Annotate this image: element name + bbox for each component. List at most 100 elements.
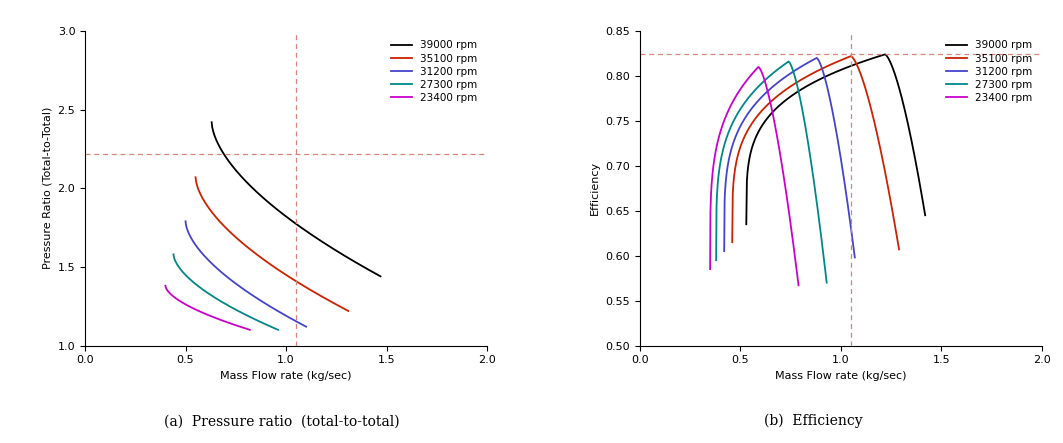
Y-axis label: Pressure Ratio (Total-to-Total): Pressure Ratio (Total-to-Total)	[43, 107, 52, 269]
39000 rpm	[374, 274, 387, 279]
23400 rpm	[704, 267, 716, 272]
31200 rpm	[837, 170, 849, 175]
23400 rpm	[231, 323, 243, 328]
Line: 39000 rpm: 39000 rpm	[746, 54, 925, 224]
39000 rpm	[879, 52, 892, 57]
27300 rpm	[810, 199, 823, 205]
35100 rpm	[281, 272, 293, 278]
31200 rpm	[251, 295, 264, 301]
31200 rpm	[300, 324, 313, 329]
35100 rpm	[318, 295, 331, 300]
35100 rpm	[280, 272, 292, 277]
Line: 31200 rpm: 31200 rpm	[186, 222, 306, 326]
35100 rpm	[828, 60, 841, 66]
35100 rpm	[327, 301, 340, 306]
31200 rpm	[848, 255, 861, 260]
Line: 27300 rpm: 27300 rpm	[173, 254, 279, 330]
35100 rpm	[189, 179, 202, 184]
Y-axis label: Efficiency: Efficiency	[590, 161, 600, 215]
23400 rpm	[792, 283, 805, 288]
Line: 35100 rpm: 35100 rpm	[196, 177, 349, 311]
27300 rpm	[167, 252, 180, 257]
39000 rpm	[891, 80, 904, 85]
23400 rpm	[209, 315, 222, 321]
27300 rpm	[804, 150, 816, 155]
31200 rpm	[718, 249, 730, 254]
Line: 35100 rpm: 35100 rpm	[732, 56, 899, 249]
35100 rpm	[342, 308, 355, 314]
Text: (b)  Efficiency: (b) Efficiency	[764, 414, 862, 428]
Line: 39000 rpm: 39000 rpm	[212, 122, 381, 276]
35100 rpm	[845, 54, 858, 59]
23400 rpm	[752, 64, 764, 70]
23400 rpm	[784, 221, 797, 226]
39000 rpm	[849, 62, 862, 67]
23400 rpm	[778, 182, 791, 187]
39000 rpm	[741, 178, 754, 183]
39000 rpm	[348, 259, 360, 264]
27300 rpm	[710, 257, 723, 263]
31200 rpm	[810, 55, 823, 61]
X-axis label: Mass Flow rate (kg/sec): Mass Flow rate (kg/sec)	[775, 371, 907, 381]
31200 rpm	[180, 222, 192, 227]
31200 rpm	[719, 198, 731, 203]
35100 rpm	[825, 62, 838, 67]
Line: 31200 rpm: 31200 rpm	[724, 58, 855, 257]
35100 rpm	[726, 191, 739, 196]
39000 rpm	[358, 265, 371, 270]
Line: 23400 rpm: 23400 rpm	[710, 67, 798, 285]
23400 rpm	[243, 327, 256, 332]
35100 rpm	[283, 274, 296, 280]
31200 rpm	[797, 62, 810, 67]
23400 rpm	[209, 315, 222, 321]
39000 rpm	[205, 120, 218, 125]
35100 rpm	[893, 247, 906, 252]
31200 rpm	[253, 297, 266, 303]
31200 rpm	[795, 64, 808, 69]
39000 rpm	[846, 63, 859, 68]
Legend: 39000 rpm, 35100 rpm, 31200 rpm, 27300 rpm, 23400 rpm: 39000 rpm, 35100 rpm, 31200 rpm, 27300 r…	[942, 36, 1036, 107]
35100 rpm	[726, 240, 739, 245]
31200 rpm	[828, 120, 841, 126]
35100 rpm	[189, 175, 202, 180]
27300 rpm	[231, 308, 243, 313]
35100 rpm	[825, 62, 838, 67]
39000 rpm	[902, 126, 915, 132]
23400 rpm	[757, 72, 770, 78]
27300 rpm	[782, 59, 795, 64]
39000 rpm	[740, 222, 753, 227]
31200 rpm	[180, 219, 192, 224]
23400 rpm	[159, 284, 172, 290]
23400 rpm	[159, 283, 172, 288]
27300 rpm	[229, 307, 241, 312]
27300 rpm	[255, 320, 268, 325]
31200 rpm	[288, 318, 301, 323]
27300 rpm	[261, 323, 274, 328]
23400 rpm	[236, 325, 249, 330]
23400 rpm	[704, 210, 716, 215]
31200 rpm	[281, 314, 293, 319]
27300 rpm	[230, 307, 242, 312]
23400 rpm	[757, 73, 770, 78]
39000 rpm	[206, 124, 219, 130]
27300 rpm	[710, 204, 723, 210]
23400 rpm	[210, 316, 223, 321]
23400 rpm	[758, 78, 771, 83]
39000 rpm	[308, 234, 321, 240]
39000 rpm	[846, 62, 859, 68]
27300 rpm	[168, 254, 181, 260]
35100 rpm	[867, 115, 880, 120]
39000 rpm	[306, 233, 319, 238]
Line: 23400 rpm: 23400 rpm	[166, 286, 250, 330]
Text: (a)  Pressure ratio  (total-to-total): (a) Pressure ratio (total-to-total)	[164, 414, 400, 428]
27300 rpm	[777, 62, 790, 67]
35100 rpm	[878, 164, 891, 169]
31200 rpm	[251, 296, 264, 301]
X-axis label: Mass Flow rate (kg/sec): Mass Flow rate (kg/sec)	[220, 371, 352, 381]
31200 rpm	[795, 63, 808, 69]
Line: 27300 rpm: 27300 rpm	[716, 62, 827, 283]
27300 rpm	[776, 63, 789, 69]
27300 rpm	[775, 64, 788, 69]
Legend: 39000 rpm, 35100 rpm, 31200 rpm, 27300 rpm, 23400 rpm: 39000 rpm, 35100 rpm, 31200 rpm, 27300 r…	[387, 36, 482, 107]
39000 rpm	[918, 213, 931, 218]
